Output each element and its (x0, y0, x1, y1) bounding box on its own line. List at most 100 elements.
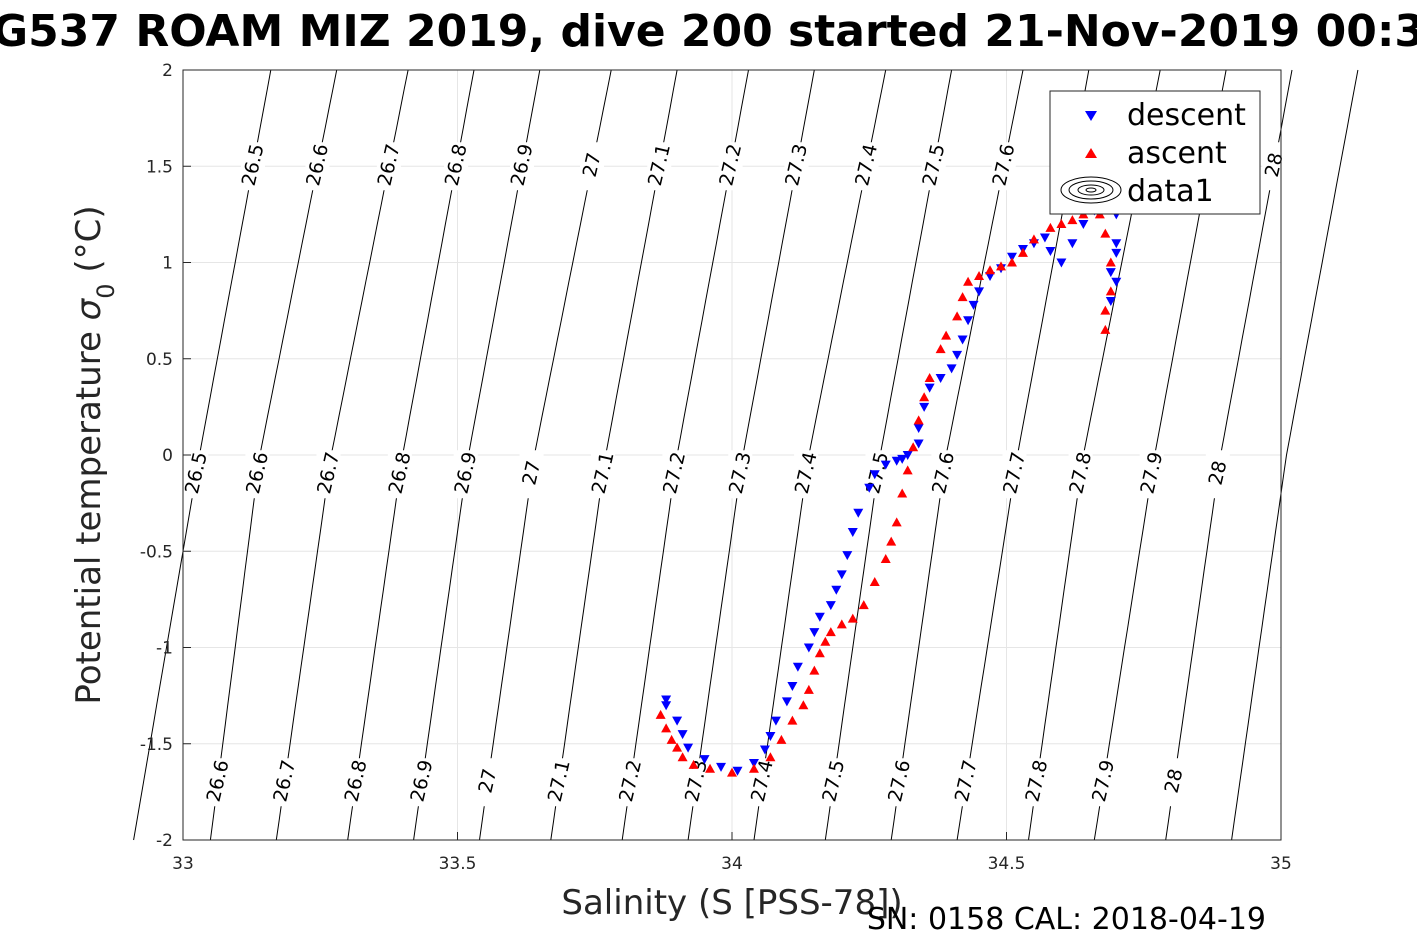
ascent-point (677, 752, 688, 762)
x-axis-ticks: 33 33.5 34 34.5 35 (172, 832, 1292, 874)
isopycnal-label-bg (1091, 758, 1116, 807)
isopycnal-label-bg (387, 450, 412, 499)
ascent-point (1105, 257, 1116, 267)
legend: descent ascent data1 (1049, 90, 1261, 215)
descent-point (836, 570, 847, 580)
descent-point (853, 508, 864, 518)
chart-title: SG537 ROAM MIZ 2019, dive 200 started 21… (0, 6, 1417, 57)
descent-point (1078, 220, 1089, 229)
descent-point (891, 456, 902, 466)
isopycnal-label: 27 (518, 459, 545, 488)
y-axis-label-sigma: σ (69, 297, 109, 320)
ascent-point (941, 330, 952, 340)
y-tick-label: 2 (162, 61, 173, 81)
isopycnal-label-bg (1139, 450, 1164, 499)
isopycnal-label-bg (475, 758, 500, 807)
descent-point (864, 483, 875, 493)
descent-point (913, 439, 924, 449)
isopycnal-line (1231, 69, 1359, 841)
descent-point (902, 451, 913, 460)
descent-point (913, 424, 924, 434)
isopycnal-label-bg (184, 450, 209, 499)
isopycnal-label-bg (510, 142, 535, 191)
descent-point (847, 528, 858, 537)
ascent-point (935, 344, 946, 354)
ascent-point (1100, 228, 1111, 238)
ascent-point (1105, 286, 1116, 296)
descent-point (880, 460, 891, 470)
ascent-point (1056, 219, 1067, 228)
ascent-point (1045, 222, 1056, 232)
ascent-point (803, 684, 814, 694)
legend-marker-descent (1085, 111, 1097, 121)
descent-point (672, 716, 683, 726)
descent-point (985, 271, 996, 281)
isopycnal-label: 28 (1205, 459, 1232, 488)
x-axis-label: Salinity (S [PSS-78]) (561, 883, 902, 923)
isopycnal-label-bg (409, 758, 434, 807)
isopycnal-label-bg (305, 142, 330, 191)
ascent-point (897, 488, 908, 498)
isopycnal-label-bg (580, 142, 605, 191)
descent-point (699, 755, 710, 765)
ascent-point (886, 536, 897, 546)
ascent-point (1100, 305, 1111, 315)
ascent-point (924, 373, 935, 382)
y-axis-label-main: Potential temperature (69, 320, 109, 704)
ascent-point (974, 270, 985, 280)
isopycnal-label-bg (991, 142, 1016, 191)
x-tick-label: 34.5 (988, 854, 1026, 874)
ascent-point (836, 619, 847, 629)
isopycnal-label-bg (444, 142, 469, 191)
legend-marker-data1-contour-icon (1060, 176, 1122, 204)
isopycnal-label-bg (647, 142, 672, 191)
isopycnal-label-bg (1161, 758, 1186, 807)
descent-point (759, 745, 770, 755)
y-tick-label: 0.5 (146, 350, 173, 370)
isopycnal-label-bg (784, 142, 809, 191)
x-tick-label: 33 (172, 854, 194, 874)
isopycnal-label-bg (453, 450, 478, 499)
ascent-point (1067, 215, 1078, 225)
descent-point (716, 762, 727, 772)
ascent-point (952, 311, 963, 321)
ascent-point (688, 759, 699, 769)
isopycnal-label-bg (1262, 142, 1287, 191)
descent-point (825, 601, 836, 611)
isopycnal-label-bg (921, 142, 946, 191)
ascent-point (825, 627, 836, 637)
descent-point (787, 682, 798, 691)
isopycnal-label-bg (1205, 450, 1230, 499)
isopycnal-label-bg (954, 758, 979, 807)
isopycnal-label: 27 (474, 767, 501, 796)
ascent-point (655, 709, 666, 719)
isopycnal-label-bg (1024, 758, 1049, 807)
legend-box (1049, 90, 1261, 215)
descent-point (814, 612, 825, 622)
isopycnal-labels: 26.5 26.6 26.7 26.8 26.9 27 27.1 27.2 27.3 27.4 27… (181, 142, 1288, 807)
y-tick-label: -0.5 (140, 542, 173, 562)
y-axis-label-unit: (°C) (69, 205, 109, 283)
isopycnal-label-bg (718, 142, 743, 191)
isopycnal-label-bg (618, 758, 643, 807)
ascent-point (902, 465, 913, 475)
descent-point (897, 454, 908, 464)
descent-point (1045, 246, 1056, 256)
descent-point (946, 364, 957, 374)
descent-point (1111, 239, 1122, 249)
ascent-point (858, 600, 869, 610)
isopycnal-label-bg (887, 758, 912, 807)
y-axis-label-subscript: 0 (92, 283, 120, 298)
ascent-point (996, 261, 1007, 271)
ascent-point (1028, 234, 1039, 244)
descent-point (1006, 252, 1017, 262)
isopycnal-label-bg (240, 142, 265, 191)
descent-point (1105, 297, 1116, 306)
ascent-point (913, 415, 924, 425)
isopycnal-label-bg (662, 450, 687, 499)
descent-point (957, 335, 968, 345)
y-tick-label: 0 (162, 446, 173, 466)
ascent-point (787, 715, 798, 725)
descent-point (831, 585, 842, 595)
